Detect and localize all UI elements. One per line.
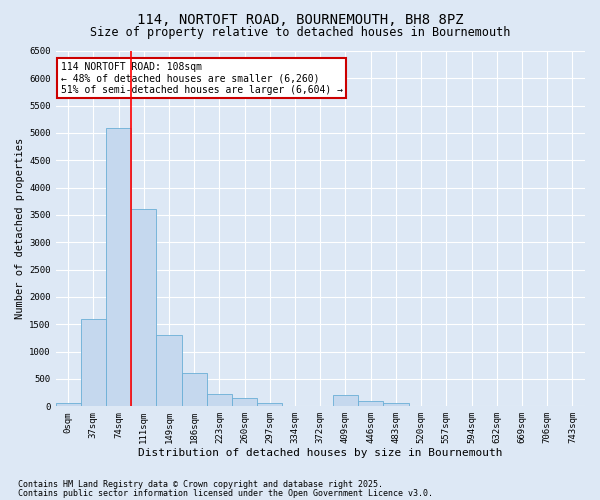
Text: Size of property relative to detached houses in Bournemouth: Size of property relative to detached ho… xyxy=(90,26,510,39)
X-axis label: Distribution of detached houses by size in Bournemouth: Distribution of detached houses by size … xyxy=(138,448,503,458)
Bar xyxy=(81,319,106,406)
Bar xyxy=(333,396,358,406)
Bar xyxy=(358,401,383,406)
Bar xyxy=(56,404,81,406)
Text: 114, NORTOFT ROAD, BOURNEMOUTH, BH8 8PZ: 114, NORTOFT ROAD, BOURNEMOUTH, BH8 8PZ xyxy=(137,12,463,26)
Text: Contains HM Land Registry data © Crown copyright and database right 2025.: Contains HM Land Registry data © Crown c… xyxy=(18,480,383,489)
Bar xyxy=(257,404,283,406)
Y-axis label: Number of detached properties: Number of detached properties xyxy=(15,138,25,319)
Bar xyxy=(157,335,182,406)
Text: Contains public sector information licensed under the Open Government Licence v3: Contains public sector information licen… xyxy=(18,488,433,498)
Bar xyxy=(182,374,207,406)
Bar xyxy=(106,128,131,406)
Bar xyxy=(383,404,409,406)
Bar xyxy=(131,210,157,406)
Bar xyxy=(207,394,232,406)
Bar xyxy=(232,398,257,406)
Text: 114 NORTOFT ROAD: 108sqm
← 48% of detached houses are smaller (6,260)
51% of sem: 114 NORTOFT ROAD: 108sqm ← 48% of detach… xyxy=(61,62,343,95)
